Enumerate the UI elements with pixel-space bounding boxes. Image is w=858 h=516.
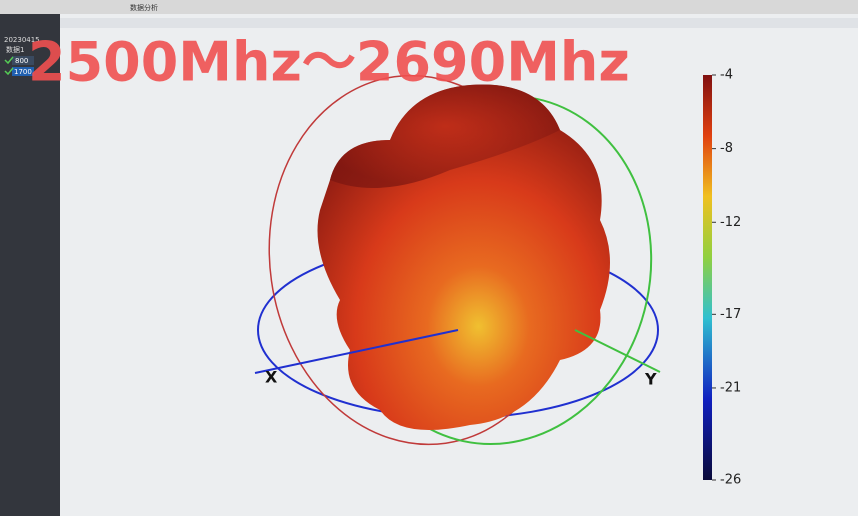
screen: 数据分析 20230415 数据1 800 1700 X Y 2500Mhz～2… xyxy=(0,0,858,516)
y-axis-label: Y xyxy=(644,370,657,389)
tree-item[interactable]: 800 xyxy=(15,57,28,65)
colorbar-tick-label: -12 xyxy=(720,215,741,230)
colorbar-tick-label: -4 xyxy=(720,68,733,83)
tree-group[interactable]: 数据1 xyxy=(6,45,24,54)
colorbar-tick-label: -8 xyxy=(720,141,733,156)
overlay-title: 2500Mhz～2690Mhz xyxy=(28,31,630,94)
tab-bar xyxy=(60,18,858,28)
colorbar-tick-label: -17 xyxy=(720,307,741,322)
page: 数据分析 20230415 数据1 800 1700 X Y 2500Mhz～2… xyxy=(0,0,858,516)
colorbar xyxy=(703,75,712,480)
x-axis-label: X xyxy=(265,368,278,387)
menu-title: 数据分析 xyxy=(130,3,158,12)
colorbar-tick-label: -26 xyxy=(720,473,741,488)
title-bar xyxy=(0,0,858,14)
colorbar-tick-label: -21 xyxy=(720,380,741,395)
